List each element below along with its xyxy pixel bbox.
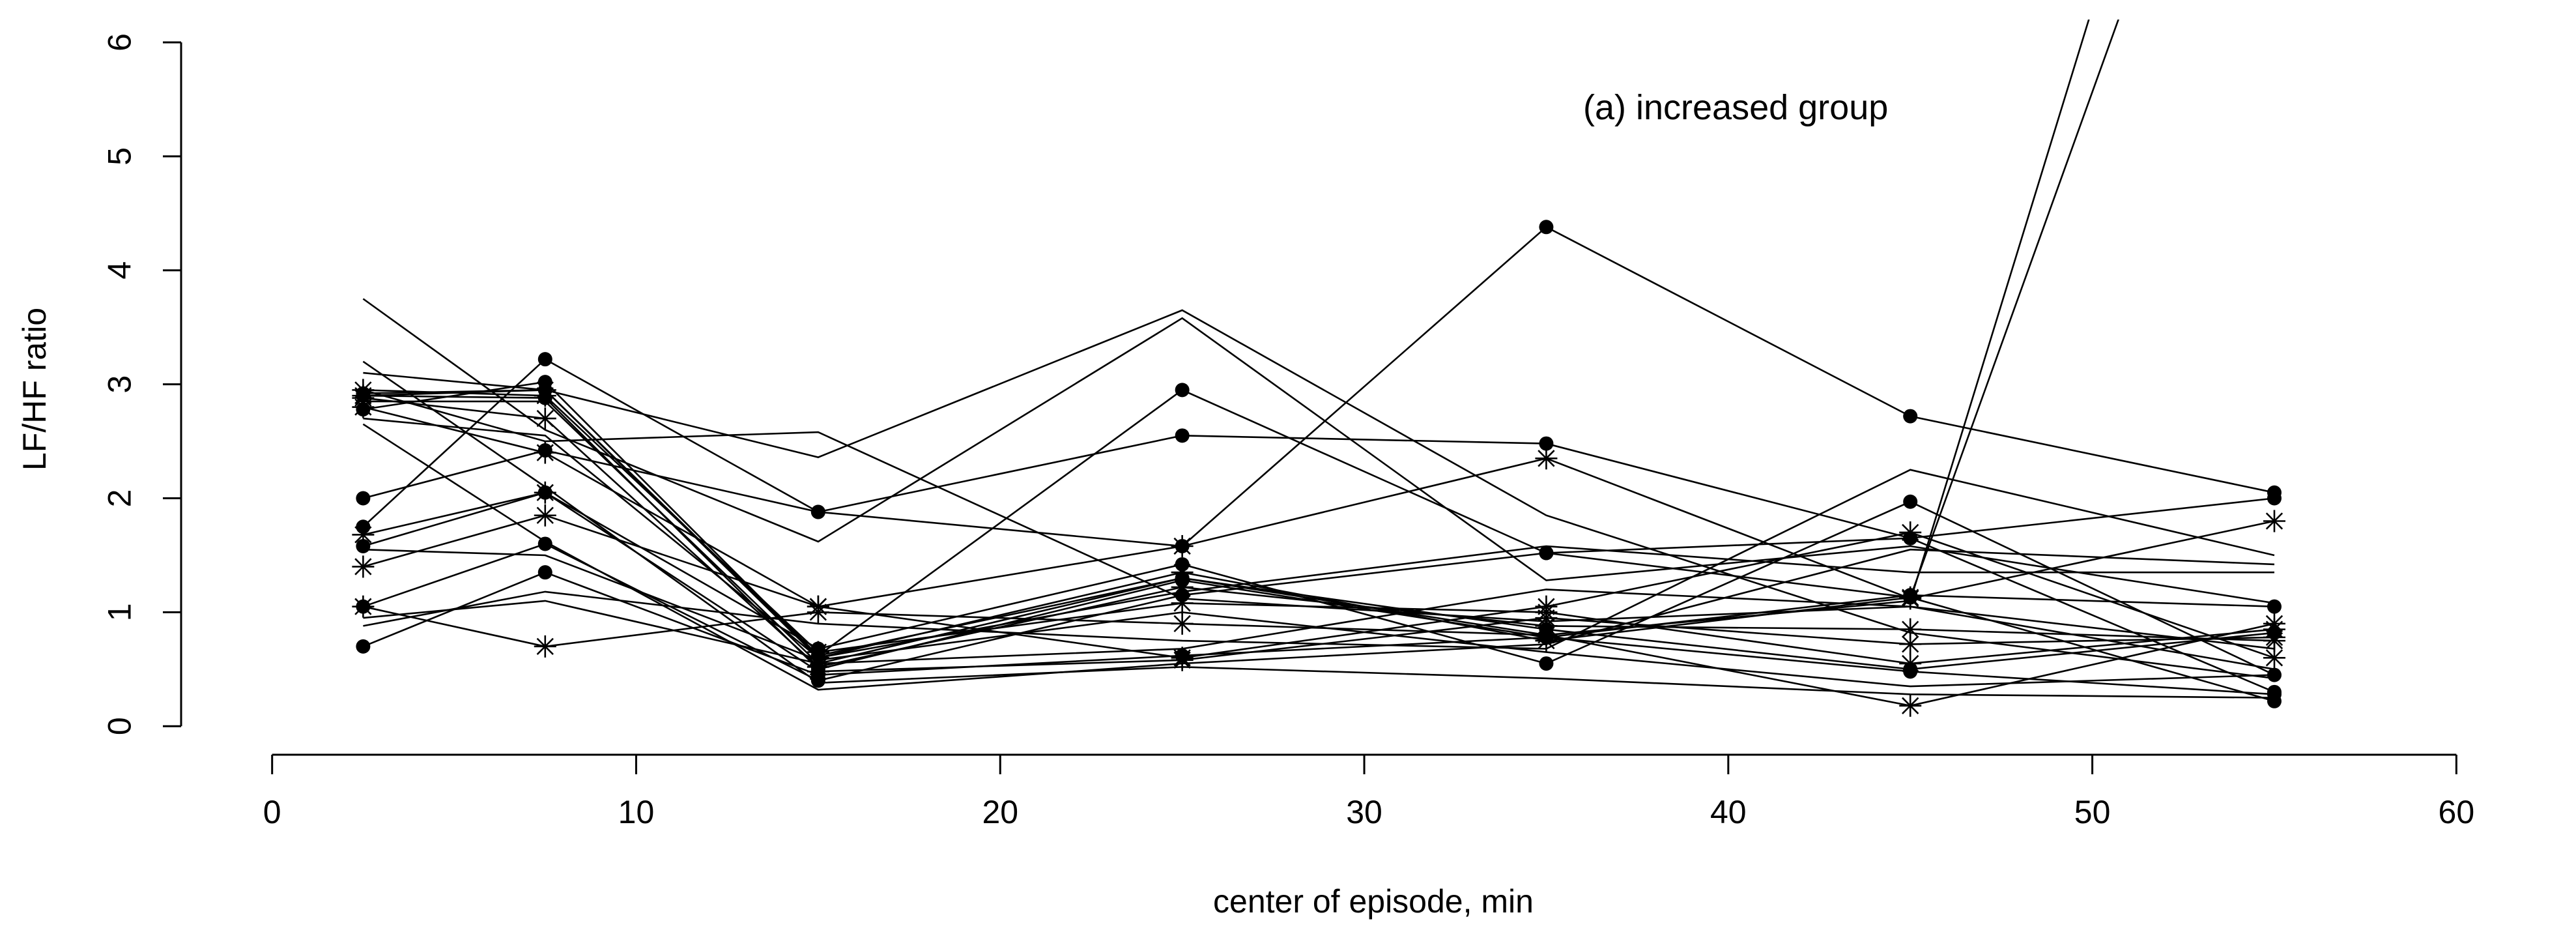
y-tick-label: 0 <box>102 717 138 735</box>
data-point-dot <box>356 538 371 553</box>
data-point-dot <box>356 491 371 506</box>
data-point-star <box>534 504 556 527</box>
chart-annotation: (a) increased group <box>1583 88 1888 127</box>
data-point-star <box>1171 534 1194 557</box>
y-tick-label: 5 <box>102 147 138 166</box>
axes: 0 10 20 30 40 50 60 0 1 2 3 4 5 6 <box>102 33 2475 830</box>
data-point-dot <box>1175 570 1190 585</box>
x-tick-label: 30 <box>1346 794 1382 830</box>
series-line-s11 <box>362 497 2275 682</box>
data-point-dot <box>537 536 552 551</box>
y-tick-label: 2 <box>102 489 138 508</box>
data-point-dot <box>537 383 552 398</box>
y-tick-label: 1 <box>102 603 138 621</box>
x-axis-label: center of episode, min <box>1213 883 1534 920</box>
x-tick-label: 20 <box>982 794 1018 830</box>
data-point-dot <box>2267 687 2282 702</box>
y-tick-label: 6 <box>102 33 138 51</box>
data-point-dot <box>356 386 371 401</box>
data-point-dot <box>2267 625 2282 640</box>
y-tick-label: 4 <box>102 261 138 280</box>
x-tick-label: 60 <box>2439 794 2475 830</box>
data-point-star <box>352 595 375 618</box>
data-point-star <box>534 407 556 430</box>
y-tick-label: 3 <box>102 375 138 394</box>
data-point-star <box>352 523 375 546</box>
data-point-dot <box>537 352 552 367</box>
data-point-dot <box>1539 656 1554 671</box>
data-point-dot <box>2267 667 2282 682</box>
data-point-dot <box>1539 622 1554 637</box>
data-point-dot <box>810 648 825 663</box>
data-point-dot <box>2267 491 2282 506</box>
x-tick-label: 40 <box>1710 794 1747 830</box>
series-line-s21 <box>363 469 2275 650</box>
data-point-dot <box>1903 531 1918 546</box>
data-point-dot <box>1903 409 1918 424</box>
data-point-dot <box>537 565 552 580</box>
data-point-dot <box>1175 383 1190 398</box>
data-point-star <box>1899 618 1922 641</box>
series-line-s4 <box>363 381 2275 703</box>
x-tick-label: 10 <box>618 794 655 830</box>
x-tick-label: 50 <box>2074 794 2111 830</box>
series-line-s15 <box>363 389 2275 665</box>
data-point-star <box>534 441 556 464</box>
data-point-dot <box>1903 588 1918 603</box>
data-point-star <box>1171 612 1194 635</box>
series-line-s7 <box>362 298 2275 604</box>
data-point-star <box>2263 510 2285 532</box>
data-point-star <box>1899 694 1922 717</box>
data-point-dot <box>1903 662 1918 677</box>
series-line-s18 <box>362 423 2275 691</box>
data-point-dot <box>1903 494 1918 509</box>
data-point-star <box>1535 447 1558 470</box>
data-point-star <box>1899 633 1922 656</box>
data-point-star <box>352 555 375 578</box>
x-axis-ticks: 0 10 20 30 40 50 60 <box>263 755 2474 830</box>
data-point-dot <box>1175 557 1190 572</box>
data-point-star <box>534 635 556 658</box>
series-markers <box>352 220 2285 717</box>
data-point-star <box>534 481 556 504</box>
series-line-s10 <box>363 514 2275 659</box>
series-line-s2 <box>363 20 2090 665</box>
series-line-s6 <box>363 434 2275 693</box>
data-point-dot <box>356 639 371 654</box>
series-line-s23 <box>363 389 2275 650</box>
y-axis-ticks: 0 1 2 3 4 5 6 <box>102 33 181 735</box>
y-axis-label: LF/HF ratio <box>16 308 53 471</box>
data-point-dot <box>1175 428 1190 443</box>
data-point-star <box>2263 647 2285 669</box>
data-point-dot <box>1539 436 1554 451</box>
data-point-star <box>807 601 829 624</box>
series-lines <box>362 20 2275 707</box>
data-point-dot <box>2267 599 2282 614</box>
data-point-dot <box>810 504 825 519</box>
data-point-dot <box>1539 546 1554 561</box>
data-point-star <box>1171 648 1194 671</box>
x-tick-label: 0 <box>263 794 281 830</box>
data-point-dot <box>1539 220 1554 235</box>
